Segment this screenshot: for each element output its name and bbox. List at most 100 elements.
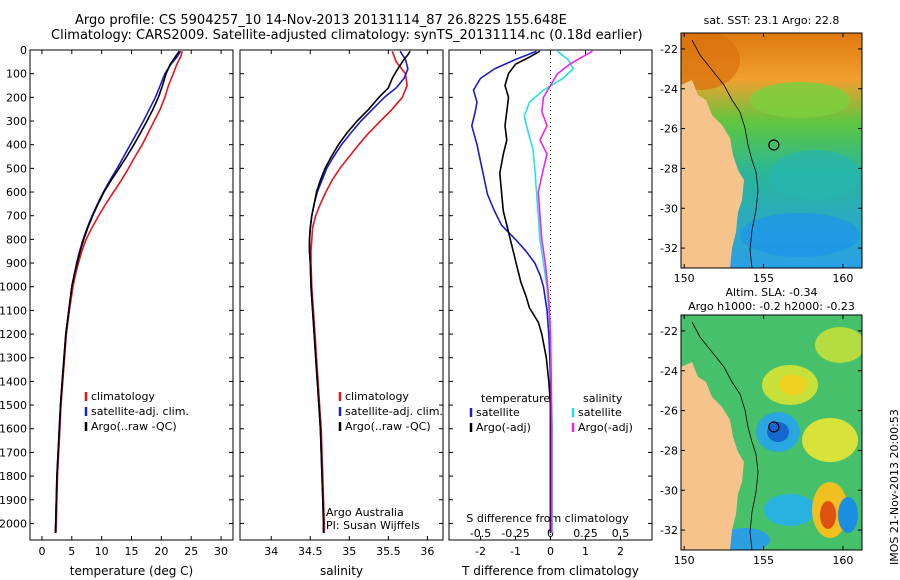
- map-x-tick-label: 150: [674, 272, 695, 285]
- depth-tick-label: 1500: [0, 399, 27, 412]
- depth-tick-label: 1400: [0, 375, 27, 388]
- legend-label: satellite: [476, 406, 520, 419]
- temperature-profile-frame: [29, 49, 234, 541]
- x-tick-label: 34.5: [298, 545, 323, 558]
- sla-land: [681, 362, 744, 550]
- x-tick-label: 5: [68, 545, 75, 558]
- sla-high-2: [815, 327, 862, 363]
- x-tick-label: 15: [125, 545, 139, 558]
- temperature-profile-xlabel: temperature (deg C): [70, 564, 193, 578]
- x-tick-label: 34: [264, 545, 278, 558]
- s-tick-label: 0: [547, 527, 554, 540]
- series-line-temperature-satellite: [470, 50, 552, 533]
- annotation-line: Argo Australia: [326, 506, 404, 519]
- sst-isobath: [691, 39, 759, 268]
- salinity-profile-xlabel: salinity: [320, 564, 363, 578]
- sla-high-1-core: [779, 375, 807, 395]
- map-y-tick-label: -22: [660, 325, 678, 338]
- depth-tick-label: 700: [6, 210, 27, 223]
- x-tick-label: -2: [475, 545, 486, 558]
- sst-cool-patch: [770, 150, 860, 200]
- series-line-climatology: [55, 50, 184, 533]
- map-y-tick-label: -22: [660, 43, 678, 56]
- x-tick-label: 1: [582, 545, 589, 558]
- depth-tick-label: 200: [6, 91, 27, 104]
- legend-label: satellite: [578, 406, 622, 419]
- temperature-profile-panel: 0 5 10 15 20 25 30 temperature (deg C) climatolo…: [29, 49, 234, 578]
- depth-tick-label: 1000: [0, 281, 27, 294]
- depth-tick-label: 300: [6, 115, 27, 128]
- sla-map: [680, 314, 863, 551]
- legend-title-temperature: temperature: [481, 392, 550, 405]
- depth-tick-label: 2000: [0, 517, 27, 530]
- x-tick-label: 35: [342, 545, 356, 558]
- x-tick-label: 10: [95, 545, 109, 558]
- s-tick-label: -0.5: [470, 527, 491, 540]
- map-y-tick-label: -26: [660, 405, 678, 418]
- annotation-line: PI: Susan Wijffels: [326, 519, 420, 532]
- x-tick-label: 35.5: [376, 545, 401, 558]
- difference-profile-xlabel: T difference from climatology: [461, 564, 639, 578]
- map-y-tick-label: -32: [660, 524, 678, 537]
- sla-high-4-core: [820, 501, 836, 529]
- legend-label: climatology: [91, 390, 155, 403]
- legend-label: Argo(-adj): [476, 421, 531, 434]
- legend-label: climatology: [345, 390, 409, 403]
- depth-tick-label: 1700: [0, 446, 27, 459]
- s-tick-label: 0.5: [612, 527, 630, 540]
- depth-tick-label: 1200: [0, 328, 27, 341]
- sla-high-3: [802, 418, 858, 462]
- map-y-tick-label: -32: [660, 242, 678, 255]
- x-tick-label: 36: [420, 545, 434, 558]
- legend-label: Argo(..raw -QC): [345, 420, 431, 433]
- legend-label: Argo(..raw -QC): [91, 420, 177, 433]
- map-y-tick-label: -28: [660, 444, 678, 457]
- map-x-tick-label: 155: [753, 272, 774, 285]
- x-tick-label: -1: [510, 545, 521, 558]
- map-y-tick-label: -26: [660, 123, 678, 136]
- map-y-tick-label: -30: [660, 484, 678, 497]
- map-x-tick-label: 155: [753, 554, 774, 567]
- legend-label: satellite-adj. clim.: [91, 405, 189, 418]
- sst-map-frame: [680, 32, 863, 269]
- sla-isobath: [691, 321, 759, 550]
- legend-title-salinity: salinity: [583, 392, 623, 405]
- difference-profile-panel: -2 -1 0 1 2 T difference from climatology -0.5…: [448, 49, 653, 578]
- depth-tick-label: 1900: [0, 494, 27, 507]
- sla-low-4: [720, 528, 770, 550]
- depth-tick-label: 0: [20, 44, 27, 57]
- x-tick-label: 25: [184, 545, 198, 558]
- s-tick-label: -0.25: [501, 527, 529, 540]
- legend-label: Argo(-adj): [578, 421, 633, 434]
- x-tick-label: 30: [214, 545, 228, 558]
- series-line-argo-raw-qc-: [308, 50, 411, 533]
- sla-low-3: [838, 497, 858, 533]
- salinity-profile-frame: [239, 49, 444, 541]
- depth-tick-label: 1100: [0, 304, 27, 317]
- sla-low-2: [764, 494, 816, 526]
- map-y-tick-label: -28: [660, 162, 678, 175]
- sst-blue-patch: [740, 213, 860, 257]
- depth-tick-label: 1300: [0, 352, 27, 365]
- depth-tick-label: 800: [6, 233, 27, 246]
- sst-green-patch: [750, 82, 850, 118]
- series-line-argo-raw-qc-: [54, 50, 180, 533]
- sst-map-title: sat. SST: 23.1 Argo: 22.8: [704, 14, 840, 27]
- map-y-tick-label: -30: [660, 202, 678, 215]
- map-y-tick-label: -24: [660, 83, 678, 96]
- map-axes: 150 155 160 -22 -24 -26 -28 -30 -32 sat. SST: 23.…: [660, 14, 862, 567]
- s-difference-label: S difference from climatology: [466, 512, 629, 525]
- depth-tick-label: 1800: [0, 470, 27, 483]
- series-line-temperature-argo-adj-: [498, 50, 552, 533]
- sst-land: [681, 80, 744, 268]
- depth-tick-label: 500: [6, 162, 27, 175]
- map-x-tick-label: 160: [832, 272, 853, 285]
- series-line-satellite-adj-clim-: [308, 50, 409, 533]
- x-tick-label: 20: [154, 545, 168, 558]
- argo-position-marker: [768, 139, 780, 151]
- depth-tick-label: 900: [6, 257, 27, 270]
- timestamp-stamp: IMOS 21-Nov-2013 20:00:53: [888, 409, 900, 565]
- argo-position-marker: [768, 421, 780, 433]
